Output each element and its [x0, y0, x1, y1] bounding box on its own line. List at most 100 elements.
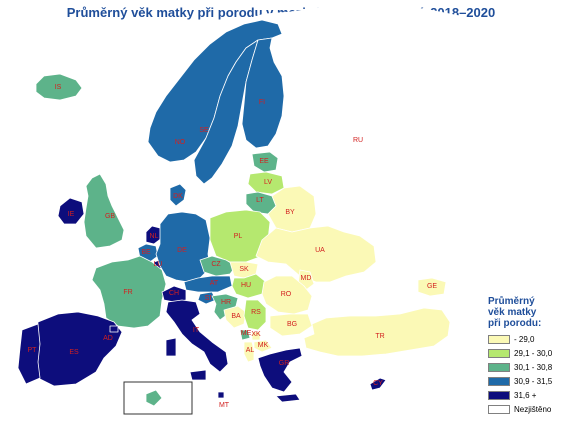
country-label-ie: IE [68, 211, 75, 218]
legend-swatch [488, 391, 510, 400]
country-label-ua: UA [315, 247, 325, 254]
legend-item: Nezjištěno [488, 403, 562, 416]
country-label-ad: AD [103, 335, 113, 342]
country-label-ch: CH [169, 290, 179, 297]
country-mk [253, 339, 273, 353]
country-label-es: ES [69, 349, 79, 356]
country-label-md: MD [301, 275, 312, 282]
country-se [193, 39, 259, 185]
legend-label: 29,1 - 30,0 [514, 349, 553, 358]
legend-swatch [488, 349, 510, 358]
country-label-by: BY [285, 209, 295, 216]
legend-item: 30,9 - 31,5 [488, 375, 562, 388]
country-ba [223, 305, 247, 329]
country-si [197, 291, 217, 305]
country-label-cz: CZ [211, 261, 221, 268]
legend: Průměrný věk matky při porodu: - 29,0 29… [488, 296, 562, 417]
country-label-ba: BA [231, 313, 241, 320]
country-ad [109, 325, 119, 333]
country-label-dk: DK [173, 193, 183, 200]
legend-swatch [488, 405, 510, 414]
legend-label: - 29,0 [514, 335, 535, 344]
country-label-ru: RU [353, 137, 363, 144]
legend-title-line: Průměrný [488, 296, 535, 307]
country-label-ee: EE [259, 158, 269, 165]
legend-item: 31,6 + [488, 389, 562, 402]
country-ua [255, 225, 377, 283]
country-me [239, 329, 251, 341]
country-label-it: IT [193, 327, 200, 334]
country-label-rs: RS [251, 309, 261, 316]
country-mt [217, 391, 225, 399]
country-label-gb: GB [105, 213, 115, 220]
country-label-hu: HU [241, 282, 251, 289]
legend-swatch [488, 335, 510, 344]
legend-item: 30,1 - 30,8 [488, 361, 562, 374]
country-label-lv: LV [264, 179, 272, 186]
country-label-fi: FI [259, 99, 265, 106]
country-is [35, 73, 83, 101]
country-gr [257, 347, 303, 403]
country-ie [57, 197, 85, 225]
inset-territory [145, 389, 163, 407]
inset-frame [123, 381, 193, 415]
legend-item: - 29,0 [488, 333, 562, 346]
legend-label: 31,6 + [514, 391, 537, 400]
country-label-bg: BG [287, 321, 297, 328]
country-label-al: AL [246, 347, 255, 354]
legend-item: 29,1 - 30,0 [488, 347, 562, 360]
legend-label: 30,9 - 31,5 [514, 377, 553, 386]
country-label-cy: CY [373, 380, 383, 387]
country-cy [369, 377, 387, 391]
country-label-mt: MT [219, 402, 230, 409]
country-label-de: DE [177, 247, 187, 254]
country-label-lt: LT [256, 197, 264, 204]
country-label-is: IS [55, 84, 62, 91]
country-gb [83, 173, 125, 249]
country-dk [169, 183, 187, 207]
country-ge [417, 277, 447, 297]
legend-title-line: při porodu: [488, 318, 542, 329]
country-fi [241, 37, 285, 149]
country-label-mk: MK [258, 342, 269, 349]
country-label-tr: TR [375, 333, 384, 340]
country-xk [251, 331, 261, 341]
legend-title: Průměrný věk matky při porodu: [488, 296, 562, 329]
legend-title-line: věk matky [488, 307, 537, 318]
country-lv [247, 171, 285, 195]
country-label-xk: XK [251, 331, 261, 338]
country-label-me: ME [241, 330, 252, 337]
country-label-be: BE [141, 249, 151, 256]
legend-swatch [488, 377, 510, 386]
country-label-ge: GE [427, 283, 437, 290]
country-label-gr: GR [279, 360, 290, 367]
country-pt [17, 323, 41, 385]
country-label-si: SI [205, 295, 212, 302]
country-label-pl: PL [234, 233, 243, 240]
country-ee [251, 151, 279, 173]
legend-swatch [488, 363, 510, 372]
legend-label: 30,1 - 30,8 [514, 363, 553, 372]
country-label-fr: FR [123, 289, 132, 296]
country-label-se: SE [199, 127, 209, 134]
country-it [165, 299, 229, 381]
country-label-at: AT [210, 280, 219, 287]
legend-label: Nezjištěno [514, 405, 552, 414]
country-rs [243, 299, 267, 331]
country-label-lu: LU [154, 261, 163, 268]
country-de [155, 211, 211, 283]
country-fr [91, 255, 167, 329]
country-label-nl: NL [150, 233, 159, 240]
country-label-no: NO [175, 139, 186, 146]
country-label-sk: SK [239, 266, 249, 273]
country-ch [161, 285, 187, 303]
country-label-hr: HR [221, 299, 231, 306]
country-label-pt: PT [28, 347, 38, 354]
country-label-ro: RO [281, 291, 292, 298]
country-ro [261, 275, 313, 315]
country-al [243, 341, 255, 363]
country-bg [269, 313, 313, 337]
country-tr [303, 307, 451, 357]
